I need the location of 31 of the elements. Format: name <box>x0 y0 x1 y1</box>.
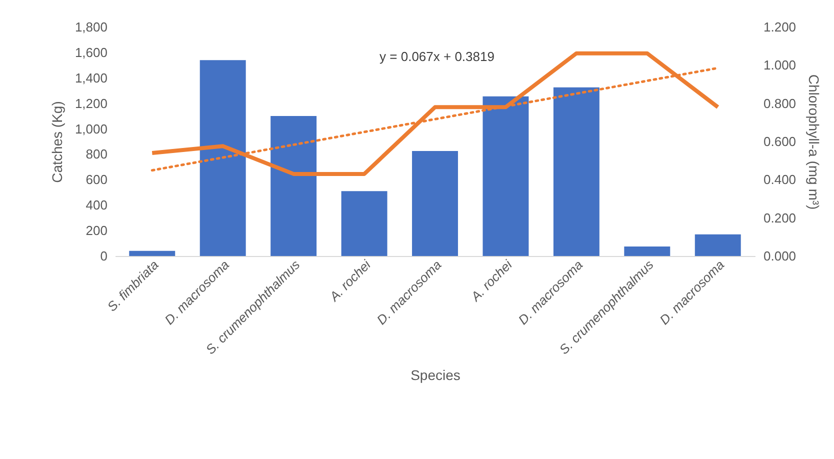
y2-tick-label: 1.000 <box>764 58 796 73</box>
bar <box>341 191 388 256</box>
bar <box>553 87 600 256</box>
bar <box>624 246 670 256</box>
annotation: y = 0.067x + 0.3819 <box>380 49 494 64</box>
y-tick-label: 200 <box>86 223 108 238</box>
y-tick-label: 1,400 <box>74 70 108 86</box>
y-tick-label: 800 <box>86 146 108 162</box>
y2-tick-label: 1.200 <box>764 20 796 34</box>
y-axis-title: Catches (Kg) <box>48 101 65 183</box>
y2-tick-label: 0.400 <box>764 172 796 188</box>
line-series <box>150 51 720 176</box>
y-tick-label: 0 <box>100 248 108 264</box>
bar <box>129 250 176 256</box>
y-tick-label: 1,200 <box>74 96 108 111</box>
y2-tick-label: 0.000 <box>764 248 796 264</box>
bar <box>482 96 529 256</box>
y-tick-label: 1,800 <box>74 20 108 34</box>
y-tick-label: 600 <box>86 172 108 188</box>
bar <box>694 234 741 256</box>
y2-tick-label: 0.200 <box>764 210 796 226</box>
x-axis-title: Species <box>410 367 460 384</box>
y-tick-label: 400 <box>86 198 108 213</box>
y2-tick-label: 0.800 <box>764 96 796 111</box>
y-tick-label: 1,000 <box>74 121 108 136</box>
y2-axis-title: Chlorophyll-a (mg m³) <box>806 74 822 210</box>
bar <box>200 60 246 256</box>
y-tick-label: 1,600 <box>74 44 108 60</box>
y2-tick-label: 0.600 <box>764 134 796 149</box>
bar <box>270 116 317 256</box>
bar <box>412 151 458 256</box>
